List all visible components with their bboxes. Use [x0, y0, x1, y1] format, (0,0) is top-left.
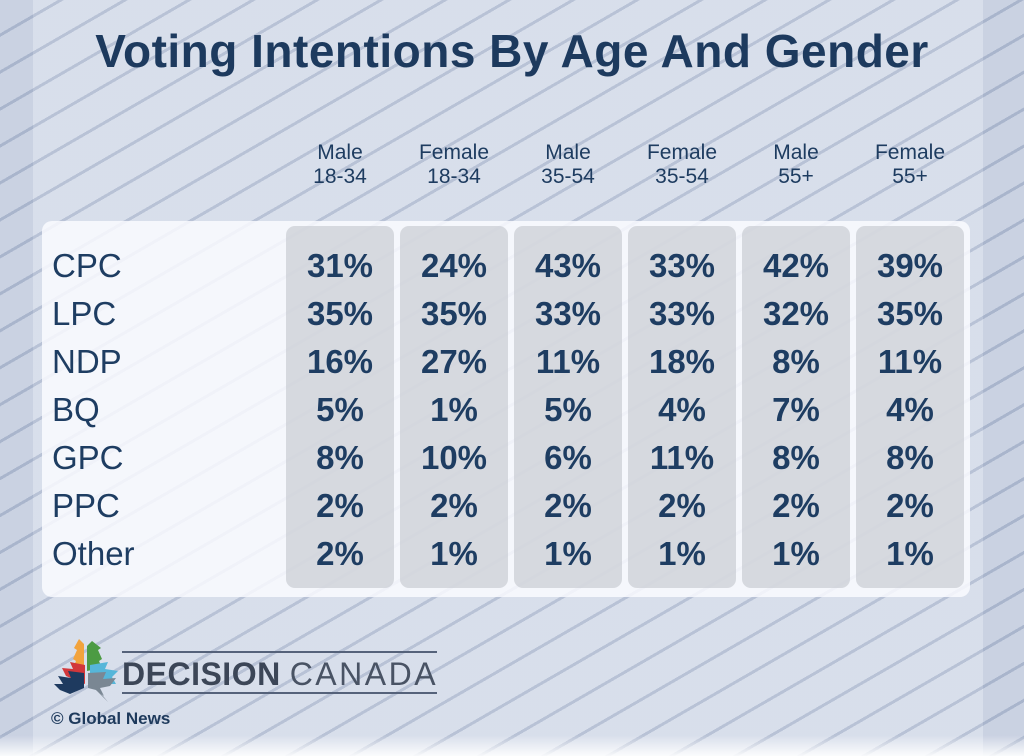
value-cell: 6% — [544, 439, 592, 476]
value-cell: 11% — [649, 439, 715, 476]
table-row: CPC 31% 24% 43% 33% 42% 39% — [42, 242, 970, 290]
value-cell: 1% — [658, 535, 706, 572]
table-row: BQ 5% 1% 5% 4% 7% 4% — [42, 386, 970, 434]
value-cell: 33% — [648, 295, 716, 332]
value-cell: 2% — [430, 487, 478, 524]
table-row: GPC 8% 10% 6% 11% 8% 8% — [42, 434, 970, 482]
column-header: Male 35-54 — [541, 141, 595, 188]
value-cell: 5% — [316, 391, 364, 428]
value-cell: 33% — [648, 247, 716, 284]
leaf-facet-gray — [88, 672, 116, 696]
party-label: LPC — [52, 295, 117, 332]
wordmark-canada: CANADA — [289, 655, 439, 692]
value-cell: 35% — [306, 295, 374, 332]
copyright-text: © Global News — [51, 709, 171, 728]
table-row: LPC 35% 35% 33% 33% 32% 35% — [42, 290, 970, 338]
value-cell: 1% — [430, 391, 478, 428]
value-cell: 31% — [306, 247, 374, 284]
wordmark-decision: DECISION — [122, 655, 281, 692]
maple-leaf-icon — [54, 639, 118, 702]
value-cell: 1% — [886, 535, 934, 572]
party-label: NDP — [52, 343, 122, 380]
value-cell: 32% — [762, 295, 830, 332]
value-cell: 11% — [535, 343, 601, 380]
table-row: PPC 2% 2% 2% 2% 2% 2% — [42, 482, 970, 530]
value-cell: 8% — [886, 439, 934, 476]
wordmark-rule-bottom — [122, 692, 437, 694]
decision-canada-wordmark: DECISION CANADA — [122, 655, 437, 693]
value-cell: 8% — [772, 343, 820, 380]
table-rows: CPC 31% 24% 43% 33% 42% 39% LPC 35% 35% 33% 33% 32% 3… — [42, 242, 970, 578]
value-cell: 27% — [420, 343, 488, 380]
value-cell: 7% — [772, 391, 820, 428]
value-cell: 10% — [420, 439, 488, 476]
party-label: GPC — [52, 439, 124, 476]
column-header: Female 35-54 — [646, 141, 718, 188]
party-label: Other — [52, 535, 135, 572]
value-cell: 4% — [658, 391, 706, 428]
column-headers: Male 18-34 Female 18-34 Male 35-54 Female 35-54… — [42, 141, 970, 201]
value-cell: 16% — [306, 343, 374, 380]
value-cell: 2% — [316, 535, 364, 572]
value-cell: 8% — [316, 439, 364, 476]
data-card: CPC 31% 24% 43% 33% 42% 39% LPC 35% 35% 33% 33% 32% 3… — [42, 221, 970, 597]
value-cell: 24% — [420, 247, 488, 284]
column-background — [286, 226, 394, 588]
value-cell: 43% — [534, 247, 602, 284]
value-cell: 11% — [877, 343, 943, 380]
column-header: Female 55+ — [874, 141, 946, 188]
value-cell: 1% — [430, 535, 478, 572]
value-cell: 4% — [886, 391, 934, 428]
value-cell: 2% — [658, 487, 706, 524]
party-label: BQ — [52, 391, 100, 428]
value-cell: 1% — [544, 535, 592, 572]
column-background — [856, 226, 964, 588]
table-row: NDP 16% 27% 11% 18% 8% 11% — [42, 338, 970, 386]
value-cell: 33% — [534, 295, 602, 332]
party-label: CPC — [52, 247, 122, 284]
value-cell: 39% — [876, 247, 944, 284]
column-header: Female 18-34 — [418, 141, 490, 188]
value-cell: 2% — [886, 487, 934, 524]
value-cell: 2% — [316, 487, 364, 524]
column-header: Male 55+ — [773, 141, 819, 188]
value-cell: 18% — [648, 343, 716, 380]
party-label: PPC — [52, 487, 120, 524]
leaf-facet-green — [87, 641, 102, 671]
leaf-facet-navy — [54, 671, 84, 694]
value-cell: 2% — [544, 487, 592, 524]
column-header: Male 18-34 — [313, 141, 367, 188]
value-cell: 2% — [772, 487, 820, 524]
value-cell: 8% — [772, 439, 820, 476]
wordmark-rule-top — [122, 651, 437, 653]
value-cell: 1% — [772, 535, 820, 572]
column-background — [514, 226, 622, 588]
column-background — [400, 226, 508, 588]
value-cell: 5% — [544, 391, 592, 428]
leaf-facet-orange — [73, 639, 84, 671]
page-title: Voting Intentions By Age And Gender — [95, 25, 929, 77]
value-cell: 42% — [762, 247, 830, 284]
table-row: Other 2% 1% 1% 1% 1% 1% — [42, 530, 970, 578]
column-background — [742, 226, 850, 588]
column-background — [628, 226, 736, 588]
value-cell: 35% — [420, 295, 488, 332]
leaf-stem — [94, 688, 108, 702]
value-cell: 35% — [876, 295, 944, 332]
